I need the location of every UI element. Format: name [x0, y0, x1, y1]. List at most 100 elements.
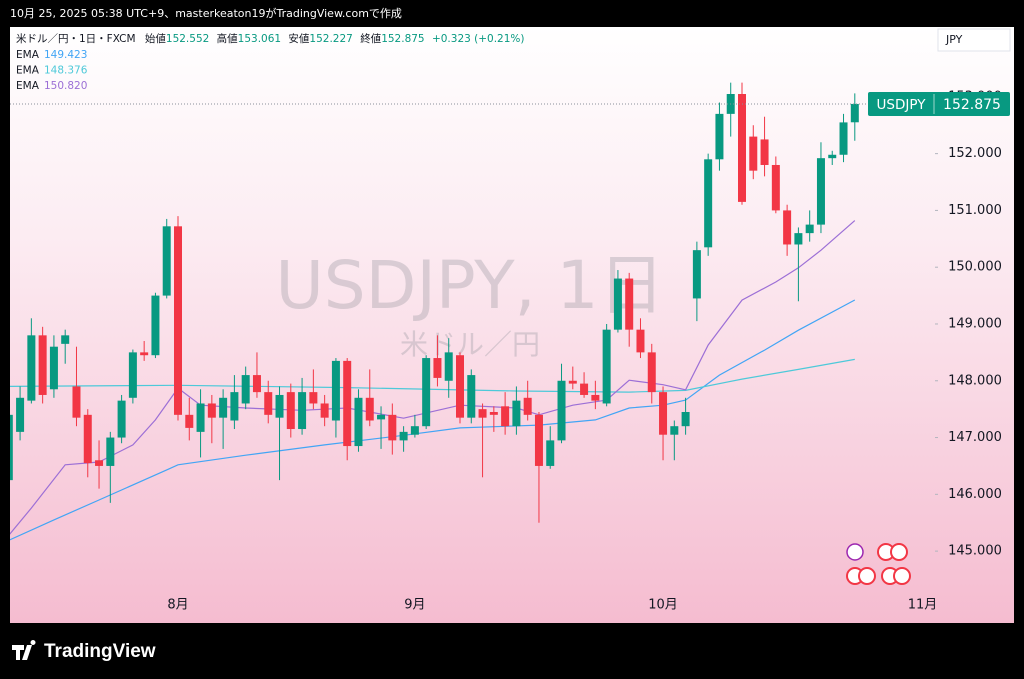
candle-body: [816, 158, 825, 225]
y-tick-label: 151.000: [948, 203, 1002, 218]
candle-body: [704, 159, 713, 248]
plot-area: [10, 82, 859, 541]
y-tick-label: 149.000: [948, 316, 1002, 331]
watermark-title: USDJPY, 1日: [275, 247, 664, 324]
currency-box: [937, 28, 1011, 52]
candle-body: [185, 414, 194, 428]
ohlc-label: 終値: [360, 32, 381, 45]
candle-body: [659, 392, 668, 435]
candle-body: [625, 278, 634, 330]
price-tag: [868, 91, 1010, 116]
candle-body: [422, 358, 431, 427]
candle-body: [196, 403, 205, 432]
candle-body: [38, 335, 47, 395]
watermark-subtitle: 米ドル／円: [400, 328, 540, 361]
footer-logo: TradingView: [12, 640, 156, 662]
candle-body: [410, 426, 419, 435]
ohlc-value: 152.875: [381, 33, 424, 45]
candle-body: [828, 154, 837, 159]
candle-body: [602, 329, 611, 404]
candle-body: [580, 383, 589, 395]
candle-body: [557, 380, 566, 441]
candle-body: [512, 400, 521, 427]
candle-body: [771, 164, 780, 211]
candle-body: [117, 400, 126, 438]
candle-body: [298, 392, 307, 430]
legend-value: 148.376: [44, 65, 88, 77]
candle-body: [151, 295, 160, 356]
candle-body: [534, 414, 543, 466]
candle-body: [162, 226, 171, 296]
logo-mark: [12, 640, 36, 660]
candle-body: [681, 411, 690, 427]
icon: [890, 543, 908, 561]
candle-body: [456, 355, 464, 418]
watermark: USDJPY, 1日 米ドル／円: [275, 247, 664, 361]
candle-body: [760, 139, 769, 165]
candle-body: [501, 406, 510, 427]
y-tick-label: 150.000: [948, 260, 1002, 275]
legend-name: EMA: [16, 49, 40, 61]
candle-body: [354, 397, 363, 447]
candle-body: [467, 375, 476, 418]
candle-body: [568, 380, 577, 384]
candle-body: [275, 394, 284, 418]
candle-body: [794, 233, 803, 245]
candle-body: [399, 431, 408, 441]
ohlc-legend: 米ドル／円・1日・FXCM 始値152.552 高値153.061 安値152.…: [16, 32, 525, 45]
candle-body: [83, 414, 92, 464]
ohlc-value: 153.061: [238, 33, 281, 45]
price-tag-symbol: USDJPY: [877, 97, 927, 113]
candle-body: [783, 210, 792, 245]
candle-body: [252, 375, 261, 393]
ohlc-label: 高値: [217, 32, 238, 45]
chart-panel: [10, 27, 1014, 623]
candle-body: [715, 113, 724, 160]
candle-body: [839, 122, 848, 155]
symbol: 米ドル／円・1日・FXCM: [16, 32, 136, 45]
legend-name: EMA: [16, 65, 40, 77]
y-tick-label: 147.000: [948, 430, 1002, 445]
candle-body: [320, 403, 329, 418]
candle-body: [365, 397, 374, 421]
candle-body: [241, 375, 250, 404]
candle-body: [738, 94, 746, 202]
candle-body: [613, 278, 622, 330]
candle-body: [523, 397, 532, 415]
candle-body: [174, 226, 182, 415]
axes: 145.000 146.000 147.000 148.000 149.000 150.0…: [167, 89, 1002, 612]
icon: [858, 567, 876, 585]
candle-body: [61, 335, 70, 344]
legend-value: 149.423: [44, 49, 87, 61]
x-tick-label: 11月: [908, 598, 938, 613]
candle-body: [489, 411, 498, 415]
candle-body: [309, 392, 318, 404]
candle-body: [546, 440, 555, 466]
candle-body: [591, 394, 600, 401]
candle-body: [478, 409, 487, 418]
ohlc-label: 安値: [288, 32, 309, 45]
candle-body: [230, 392, 239, 421]
legend-name: EMA: [16, 80, 40, 92]
logo-text: TradingView: [44, 641, 156, 662]
ema-line: [10, 220, 856, 535]
candle-body: [27, 335, 36, 401]
ema-legend: EMA 149.423 EMA 148.376 EMA 150.820: [16, 49, 88, 92]
candle-body: [140, 352, 149, 356]
candle-body: [16, 397, 25, 432]
price-tag-value: 152.875: [943, 97, 1001, 113]
x-tick-label: 8月: [167, 598, 188, 613]
candle-body: [805, 224, 814, 234]
candle-body: [850, 103, 859, 123]
ema-line: [10, 299, 856, 541]
candle-body: [433, 358, 442, 378]
candle-body: [207, 403, 216, 418]
x-tick-label: 9月: [404, 598, 425, 613]
change: +0.323 (+0.21%): [432, 33, 525, 45]
candle-body: [128, 352, 137, 398]
icon: [893, 567, 911, 585]
candle-body: [106, 437, 115, 466]
y-tick-label: 145.000: [948, 544, 1002, 559]
